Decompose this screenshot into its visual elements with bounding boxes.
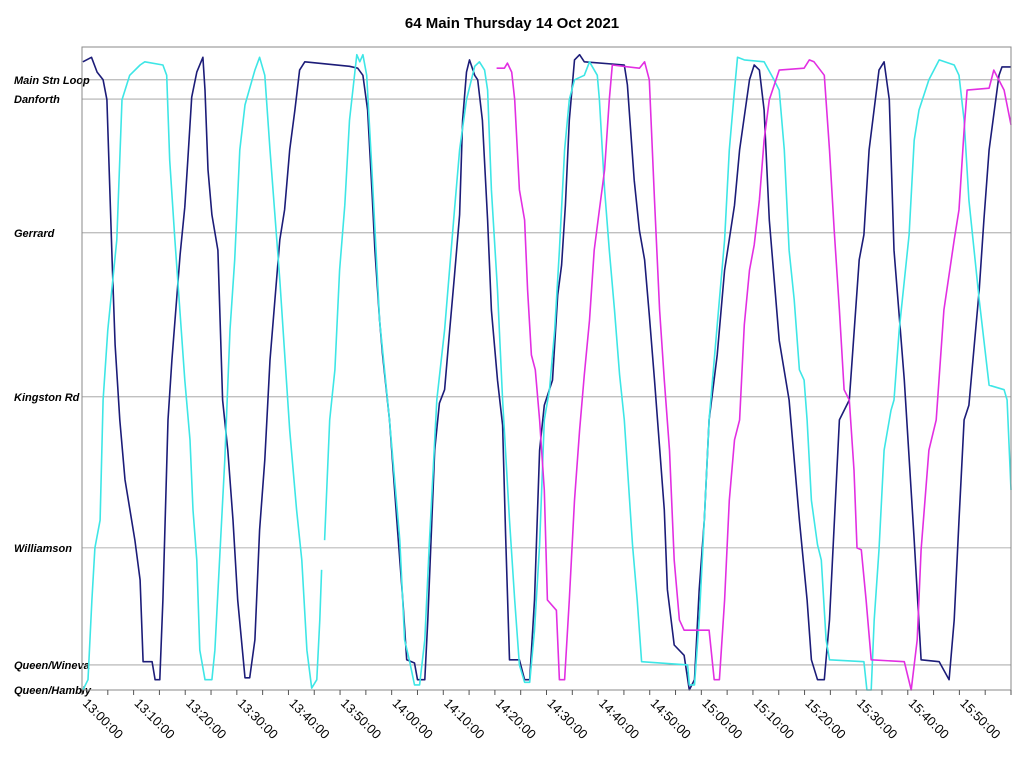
y-stop-label: Danforth — [14, 94, 60, 106]
x-tick-label: 13:20:00 — [183, 696, 229, 742]
y-stop-label: Williamson — [14, 543, 72, 555]
x-tick-label: 14:20:00 — [493, 696, 539, 742]
x-tick-label: 15:40:00 — [906, 696, 952, 742]
x-tick-label: 14:50:00 — [648, 696, 694, 742]
x-tick-label: 13:40:00 — [286, 696, 332, 742]
chart-title: 64 Main Thursday 14 Oct 2021 — [404, 15, 620, 32]
x-tick-label: 13:10:00 — [131, 696, 177, 742]
x-tick-label: 15:10:00 — [751, 696, 797, 742]
x-tick-label: 14:10:00 — [441, 696, 487, 742]
x-tick-label: 15:00:00 — [699, 696, 745, 742]
x-axis: 13:00:00 13:10:00 13:20:00 13:30:00 13:40:00… — [80, 690, 1012, 742]
series-line-2 — [82, 53, 1012, 691]
x-tick-label: 14:30:00 — [544, 696, 590, 742]
y-stop-label: Queen/Hambly — [14, 685, 92, 697]
x-tick-label: 13:30:00 — [235, 696, 281, 742]
x-tick-label: 15:20:00 — [802, 696, 848, 742]
x-tick-label: 13:50:00 — [338, 696, 384, 742]
series-line-3 — [496, 59, 1012, 691]
series-lines — [82, 53, 1012, 691]
series-line-1 — [82, 53, 1011, 691]
x-tick-label: 14:00:00 — [390, 696, 436, 742]
y-stop-label: Gerrard — [14, 228, 55, 240]
y-stop-label: Queen/Wineva — [14, 660, 90, 672]
y-stop-label: Kingston Rd — [14, 392, 80, 404]
x-tick-label: 13:00:00 — [80, 696, 126, 742]
x-tick-label: 15:30:00 — [854, 696, 900, 742]
x-tick-label: 14:40:00 — [596, 696, 642, 742]
y-stop-label: Main Stn Loop — [14, 75, 90, 87]
x-tick-label: 15:50:00 — [957, 696, 1003, 742]
y-axis-labels: Main Stn Loop Danforth Gerrard Kingston Rd W… — [14, 75, 92, 697]
